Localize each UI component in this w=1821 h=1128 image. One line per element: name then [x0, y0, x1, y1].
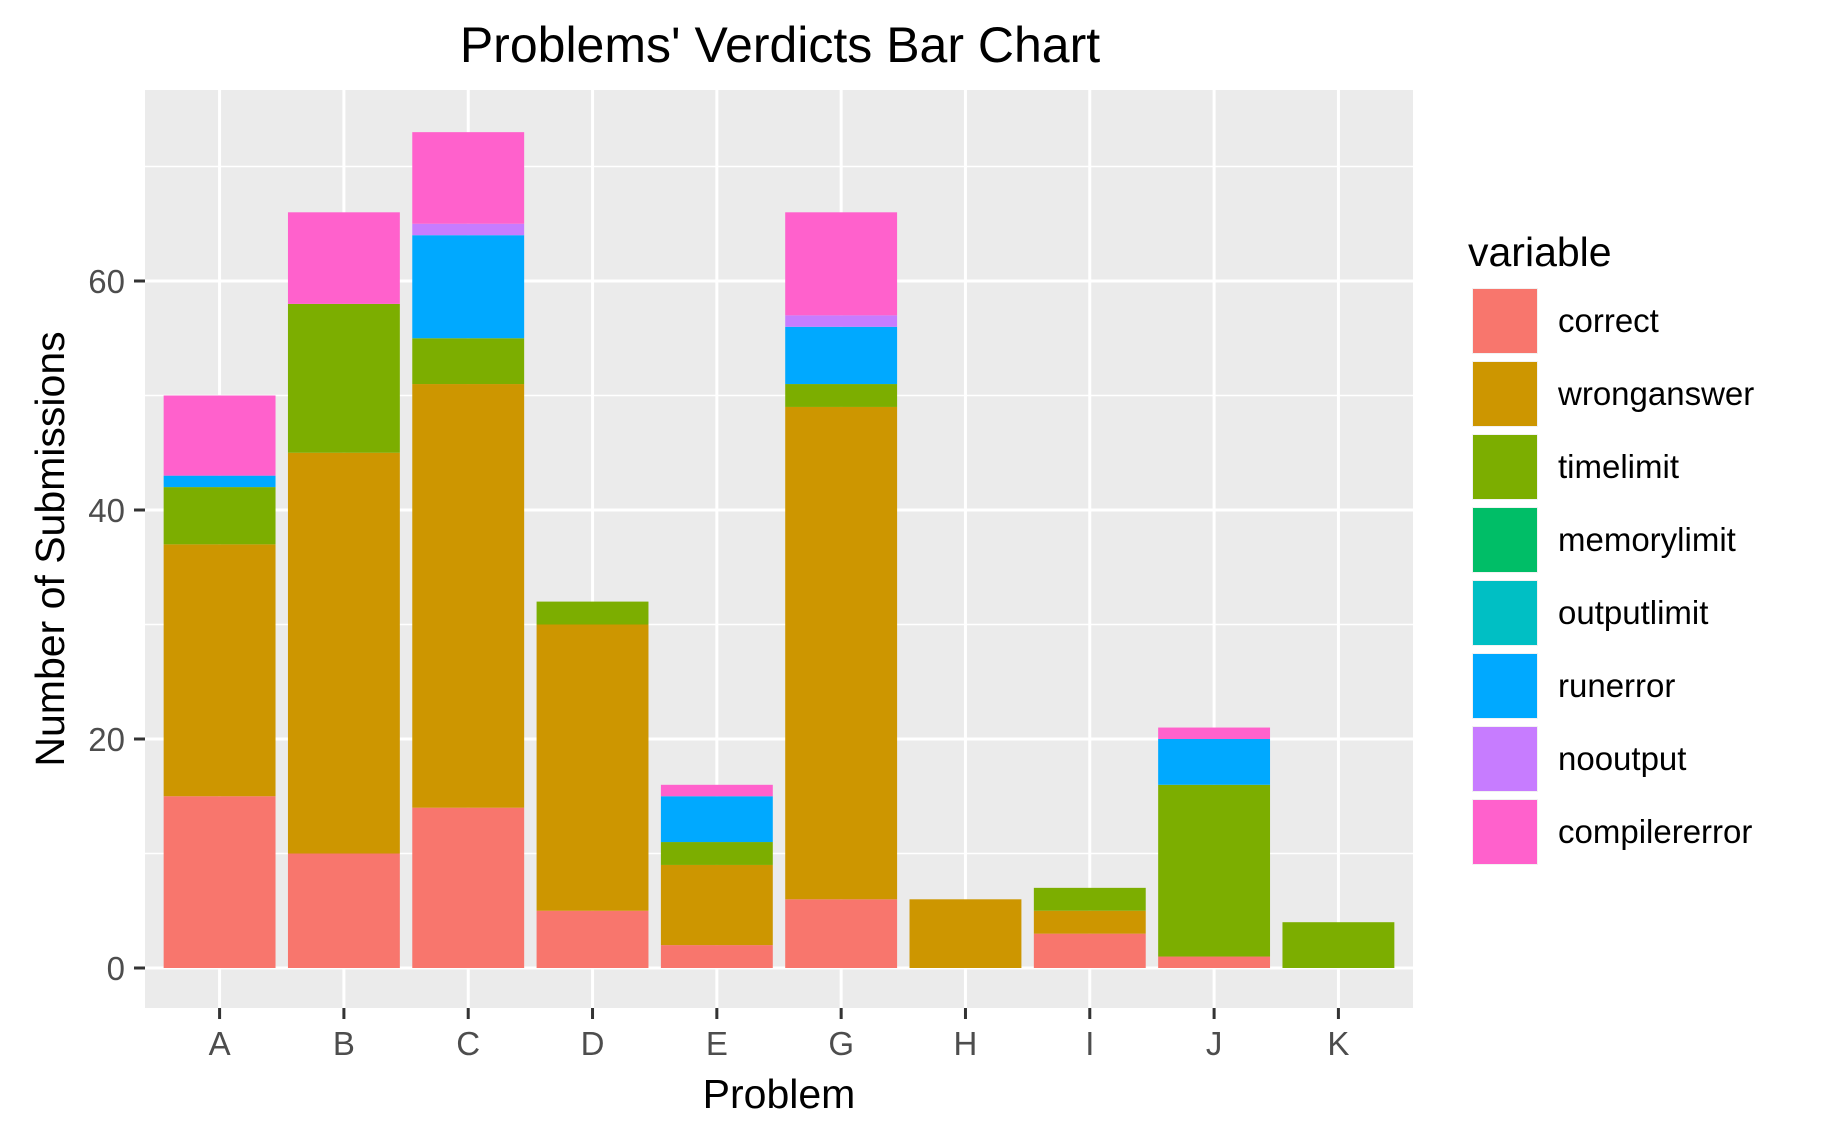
bar-E-wronganswer [660, 864, 773, 946]
bar-G-correct [785, 899, 898, 968]
bar-G-nooutput [785, 315, 898, 327]
x-tick-label: I [1085, 1025, 1094, 1062]
x-tick-label: K [1327, 1025, 1349, 1062]
bar-B-compilererror [287, 212, 400, 304]
bar-I-timelimit [1033, 887, 1146, 911]
bar-G-compilererror [785, 212, 898, 316]
bar-I-wronganswer [1033, 910, 1146, 934]
y-tick-label: 0 [107, 950, 125, 987]
legend-swatch-outputlimit [1473, 581, 1537, 645]
x-tick-label: A [209, 1025, 231, 1062]
bar-B-correct [287, 853, 400, 968]
bar-C-timelimit [412, 338, 525, 385]
bar-J-runerror [1158, 739, 1271, 785]
x-tick-label: E [706, 1025, 728, 1062]
x-tick-label: G [828, 1025, 854, 1062]
bars [163, 132, 1395, 968]
legend-swatch-compilererror [1473, 800, 1537, 864]
x-tick-label: H [954, 1025, 978, 1062]
y-axis: 0 20 40 60 [88, 263, 145, 987]
legend-swatch-memorylimit [1473, 508, 1537, 572]
legend-title: variable [1468, 229, 1612, 275]
bar-J-correct [1158, 956, 1271, 968]
bar-J-timelimit [1158, 784, 1271, 957]
y-axis-title: Number of Submissions [27, 331, 73, 766]
bar-C-correct [412, 807, 525, 968]
x-tick-label: J [1206, 1025, 1223, 1062]
legend-swatch-nooutput [1473, 727, 1537, 791]
bar-B-timelimit [287, 303, 400, 453]
legend-label-timelimit: timelimit [1558, 448, 1679, 485]
bar-A-compilererror [163, 395, 276, 476]
bar-A-correct [163, 796, 276, 968]
bar-C-nooutput [412, 223, 525, 236]
legend-label-correct: correct [1558, 302, 1659, 339]
bar-E-correct [660, 945, 773, 968]
bar-E-timelimit [660, 842, 773, 865]
bar-A-runerror [163, 475, 276, 488]
bar-G-runerror [785, 326, 898, 385]
bar-A-wronganswer [163, 544, 276, 797]
legend-label-runerror: runerror [1558, 667, 1675, 704]
legend-swatch-runerror [1473, 654, 1537, 718]
bar-D-timelimit [536, 601, 649, 625]
y-tick-label: 20 [88, 721, 125, 758]
legend-label-compilererror: compilererror [1558, 813, 1752, 850]
chart-title: Problems' Verdicts Bar Chart [460, 17, 1100, 73]
bar-C-wronganswer [412, 384, 525, 808]
legend-swatch-correct [1473, 289, 1537, 353]
bar-C-compilererror [412, 132, 525, 224]
y-tick-label: 40 [88, 492, 125, 529]
legend-label-wronganswer: wronganswer [1557, 375, 1754, 412]
bar-G-timelimit [785, 384, 898, 407]
x-tick-label: D [581, 1025, 605, 1062]
bar-E-compilererror [660, 784, 773, 797]
bar-B-wronganswer [287, 452, 400, 854]
bar-A-timelimit [163, 487, 276, 545]
x-tick-label: C [456, 1025, 480, 1062]
bar-D-wronganswer [536, 624, 649, 911]
bar-I-correct [1033, 933, 1146, 968]
y-tick-label: 60 [88, 263, 125, 300]
x-tick-label: B [333, 1025, 355, 1062]
bar-D-correct [536, 910, 649, 968]
x-axis-title: Problem [703, 1071, 856, 1117]
bar-H-wronganswer [909, 899, 1022, 968]
bar-K-timelimit [1282, 922, 1395, 968]
legend-label-memorylimit: memorylimit [1558, 521, 1736, 558]
bar-E-runerror [660, 796, 773, 843]
legend-label-outputlimit: outputlimit [1558, 594, 1708, 631]
legend-label-nooutput: nooutput [1558, 740, 1686, 777]
bar-G-wronganswer [785, 406, 898, 900]
legend-swatch-wronganswer [1473, 362, 1537, 426]
legend-swatch-timelimit [1473, 435, 1537, 499]
legend: variable correct wronganswer timelimit memo… [1468, 229, 1754, 865]
bar-C-runerror [412, 235, 525, 339]
bar-J-compilererror [1158, 727, 1271, 739]
